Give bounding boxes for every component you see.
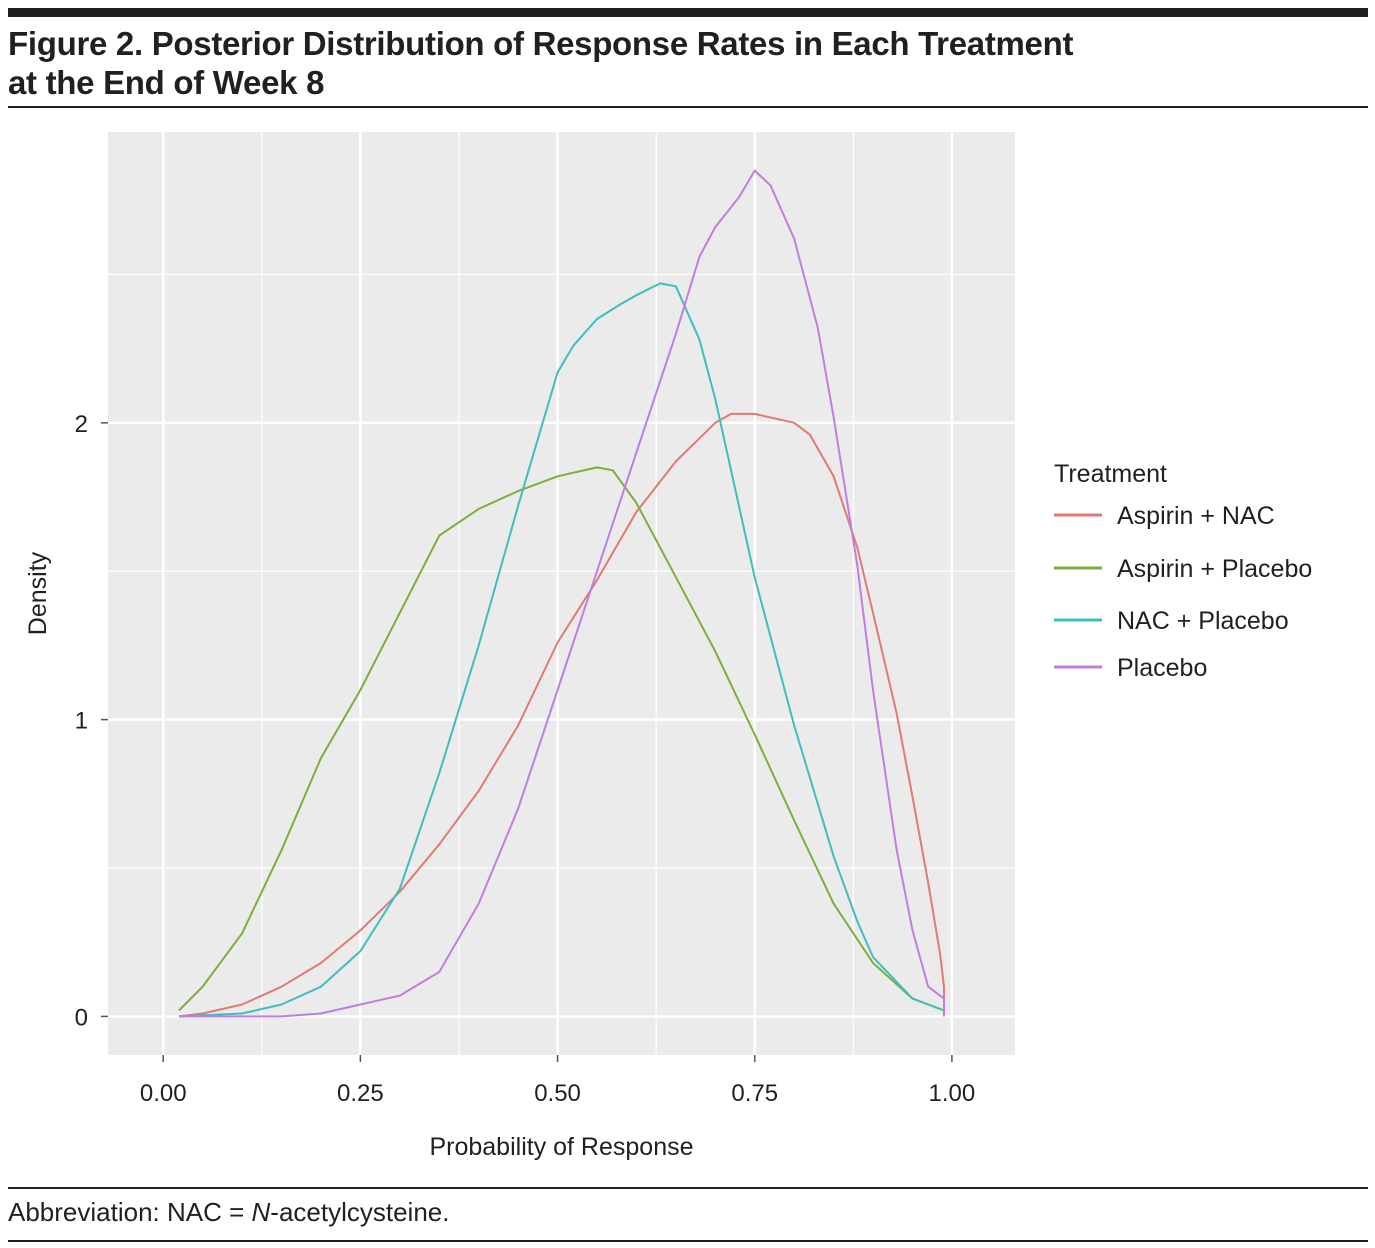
y-tick-label: 1	[75, 708, 88, 735]
series-lines	[178, 169, 945, 1018]
legend-label-2: NAC + Placebo	[1117, 607, 1289, 635]
x-tick-label: 0.75	[731, 1080, 778, 1107]
title-rule	[8, 106, 1368, 108]
x-axis-label: Probability of Response	[429, 1133, 693, 1161]
series-line-0	[178, 412, 945, 1018]
figure-title-line2: at the End of Week 8	[8, 64, 325, 101]
footnote-italic: N	[251, 1197, 271, 1227]
legend-label-0: Aspirin + NAC	[1117, 502, 1275, 530]
x-axis-ticks: 0.00 0.25 0.50 0.75 1.00	[140, 1055, 975, 1107]
y-tick-label: 2	[75, 411, 88, 438]
footnote-prefix: Abbreviation: NAC =	[8, 1197, 252, 1227]
footnote-rule-top	[8, 1187, 1368, 1189]
legend-label-1: Aspirin + Placebo	[1117, 555, 1312, 583]
x-tick-label: 0.25	[337, 1080, 384, 1107]
figure-title: Figure 2. Posterior Distribution of Resp…	[8, 24, 1308, 102]
y-tick-label: 0	[75, 1004, 88, 1031]
legend: Treatment Aspirin + NAC Aspirin + Placebo…	[1054, 460, 1312, 682]
top-rule	[8, 8, 1368, 17]
y-axis-ticks: 0 1 2	[75, 411, 108, 1031]
footnote: Abbreviation: NAC = N-acetylcysteine.	[8, 1196, 449, 1228]
legend-title: Treatment	[1054, 460, 1167, 488]
series-line-2	[178, 282, 945, 1018]
series-line-1	[178, 466, 945, 1017]
plot-panel	[108, 132, 1015, 1055]
footnote-suffix: -acetylcysteine.	[270, 1197, 450, 1227]
x-tick-label: 0.50	[534, 1080, 581, 1107]
series-line-3	[179, 169, 945, 1018]
y-axis-label: Density	[24, 551, 52, 635]
grid-major	[108, 132, 1015, 1055]
footnote-rule-bottom	[8, 1240, 1368, 1242]
legend-label-3: Placebo	[1117, 654, 1207, 682]
figure-title-line1: Figure 2. Posterior Distribution of Resp…	[8, 25, 1074, 62]
x-tick-label: 1.00	[929, 1080, 976, 1107]
x-tick-label: 0.00	[140, 1080, 187, 1107]
